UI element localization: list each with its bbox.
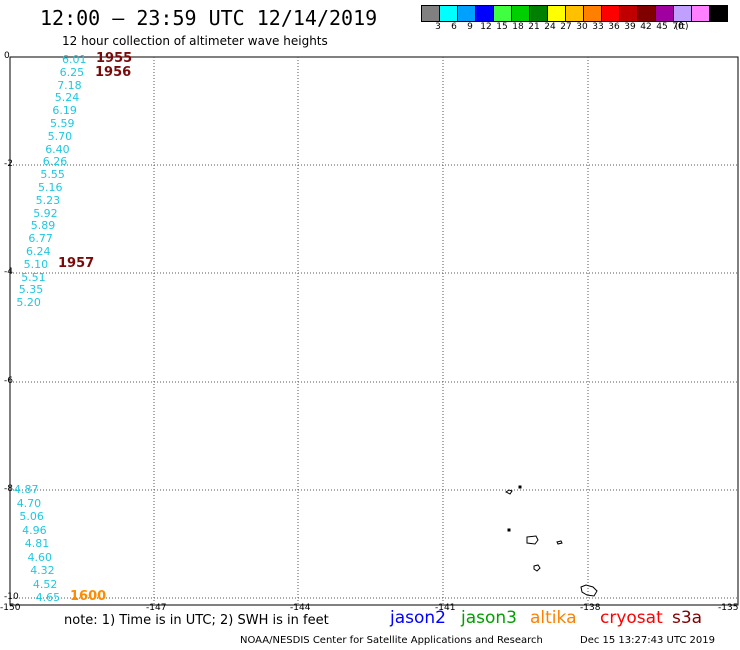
wave-height-value: 6.26 bbox=[42, 155, 68, 169]
island-6 bbox=[580, 584, 598, 597]
wave-height-value: 4.96 bbox=[22, 523, 47, 537]
wave-height-value: 5.51 bbox=[21, 270, 46, 284]
scale-label: 6 bbox=[451, 22, 457, 32]
map-frame bbox=[9, 56, 739, 606]
satellite-legend-altika: altika bbox=[530, 608, 577, 628]
wave-height-value: 5.35 bbox=[18, 283, 44, 297]
longitude-label: -150 bbox=[0, 603, 21, 613]
scale-label: 24 bbox=[544, 22, 556, 32]
wave-height-value: 5.24 bbox=[54, 91, 80, 105]
wave-height-value: 5.55 bbox=[40, 168, 65, 182]
scale-label: 39 bbox=[624, 22, 636, 32]
wave-height-value: 5.70 bbox=[47, 129, 73, 143]
island-4 bbox=[556, 540, 563, 545]
wave-height-value: 6.01 bbox=[62, 53, 87, 66]
island-3 bbox=[526, 535, 539, 545]
wave-height-value: 6.25 bbox=[59, 65, 85, 79]
color-scale-legend bbox=[421, 5, 728, 22]
island-5 bbox=[533, 564, 541, 572]
latitude-label: -6 bbox=[4, 376, 13, 386]
credit-text: NOAA/NESDIS Center for Satellite Applica… bbox=[240, 635, 543, 646]
wave-height-value: 5.92 bbox=[33, 206, 58, 220]
timestamp-text: Dec 15 13:27:43 UTC 2019 bbox=[580, 635, 715, 646]
wave-height-value: 4.65 bbox=[35, 591, 61, 604]
longitude-label: -147 bbox=[146, 603, 167, 613]
pass-time-label: 1955 bbox=[96, 51, 133, 66]
island-1 bbox=[505, 489, 513, 495]
scale-label: 33 bbox=[592, 22, 604, 32]
wave-height-value: 4.60 bbox=[27, 550, 53, 564]
latitude-label: 0 bbox=[4, 51, 10, 61]
scale-label: 9 bbox=[467, 22, 473, 32]
graticule bbox=[10, 57, 738, 605]
latitude-label: -4 bbox=[4, 267, 13, 277]
wave-height-value: 4.70 bbox=[16, 496, 42, 510]
wave-height-value: 7.18 bbox=[57, 78, 82, 92]
latitude-label: -10 bbox=[4, 592, 19, 602]
color-scale-labels: 3 6 9 12 15 18 21 24 27 30 33 36 39 42 45 70 (ft) bbox=[421, 22, 740, 34]
longitude-label: -141 bbox=[435, 603, 456, 613]
wave-height-value: 4.52 bbox=[32, 577, 58, 591]
wave-height-value: 6.19 bbox=[52, 104, 77, 118]
wave-height-value: 4.87 bbox=[14, 483, 39, 496]
scale-label: 30 bbox=[576, 22, 588, 32]
wave-height-value: 5.16 bbox=[38, 181, 63, 194]
island-2 bbox=[518, 485, 522, 489]
wave-height-value: 5.06 bbox=[19, 510, 44, 523]
latitude-label: -2 bbox=[4, 159, 13, 169]
pass-time-label: 1600 bbox=[70, 589, 107, 604]
scale-label: 42 bbox=[640, 22, 652, 32]
scale-label: 27 bbox=[560, 22, 572, 32]
scale-label: 12 bbox=[480, 22, 492, 32]
wave-height-value: 4.32 bbox=[30, 564, 55, 577]
wave-height-value: 5.89 bbox=[30, 219, 56, 233]
scale-label: 21 bbox=[528, 22, 540, 32]
scale-label: 45 bbox=[656, 22, 668, 32]
island-7 bbox=[507, 528, 511, 532]
longitude-label: -138 bbox=[580, 603, 601, 613]
wave-height-value: 5.10 bbox=[23, 257, 49, 271]
satellite-legend-s3a: s3a bbox=[672, 608, 703, 628]
scale-label: 18 bbox=[512, 22, 524, 32]
scale-label: 3 bbox=[435, 22, 441, 32]
scale-label: 15 bbox=[496, 22, 508, 32]
wave-height-value: 6.40 bbox=[45, 142, 70, 156]
satellite-legend-cryosat: cryosat bbox=[600, 608, 663, 628]
longitude-label: -144 bbox=[290, 603, 311, 613]
wave-height-value: 4.81 bbox=[24, 537, 50, 550]
pass-time-label: 1957 bbox=[58, 256, 95, 271]
pass-time-label: 1956 bbox=[95, 65, 132, 80]
map-title: 12:00 – 23:59 UTC 12/14/2019 bbox=[40, 6, 378, 30]
map-subtitle: 12 hour collection of altimeter wave hei… bbox=[62, 34, 328, 48]
latitude-label: -8 bbox=[4, 484, 13, 494]
wave-height-value: 6.77 bbox=[28, 232, 53, 246]
scale-label: (ft) bbox=[674, 22, 689, 32]
satellite-legend-jason3: jason3 bbox=[461, 608, 517, 628]
wave-height-value: 5.59 bbox=[50, 117, 75, 130]
island-outlines bbox=[505, 485, 598, 597]
wave-height-value: 5.20 bbox=[16, 296, 41, 310]
scale-label: 70 bbox=[672, 22, 684, 32]
scale-label: 36 bbox=[608, 22, 620, 32]
wave-height-value: 5.23 bbox=[35, 193, 61, 207]
wave-height-value: 6.24 bbox=[26, 245, 51, 258]
units-note: note: 1) Time is in UTC; 2) SWH is in fe… bbox=[64, 613, 329, 628]
satellite-legend-jason2: jason2 bbox=[390, 608, 446, 628]
longitude-label: -135 bbox=[718, 603, 739, 613]
scale-swatch bbox=[709, 5, 728, 22]
